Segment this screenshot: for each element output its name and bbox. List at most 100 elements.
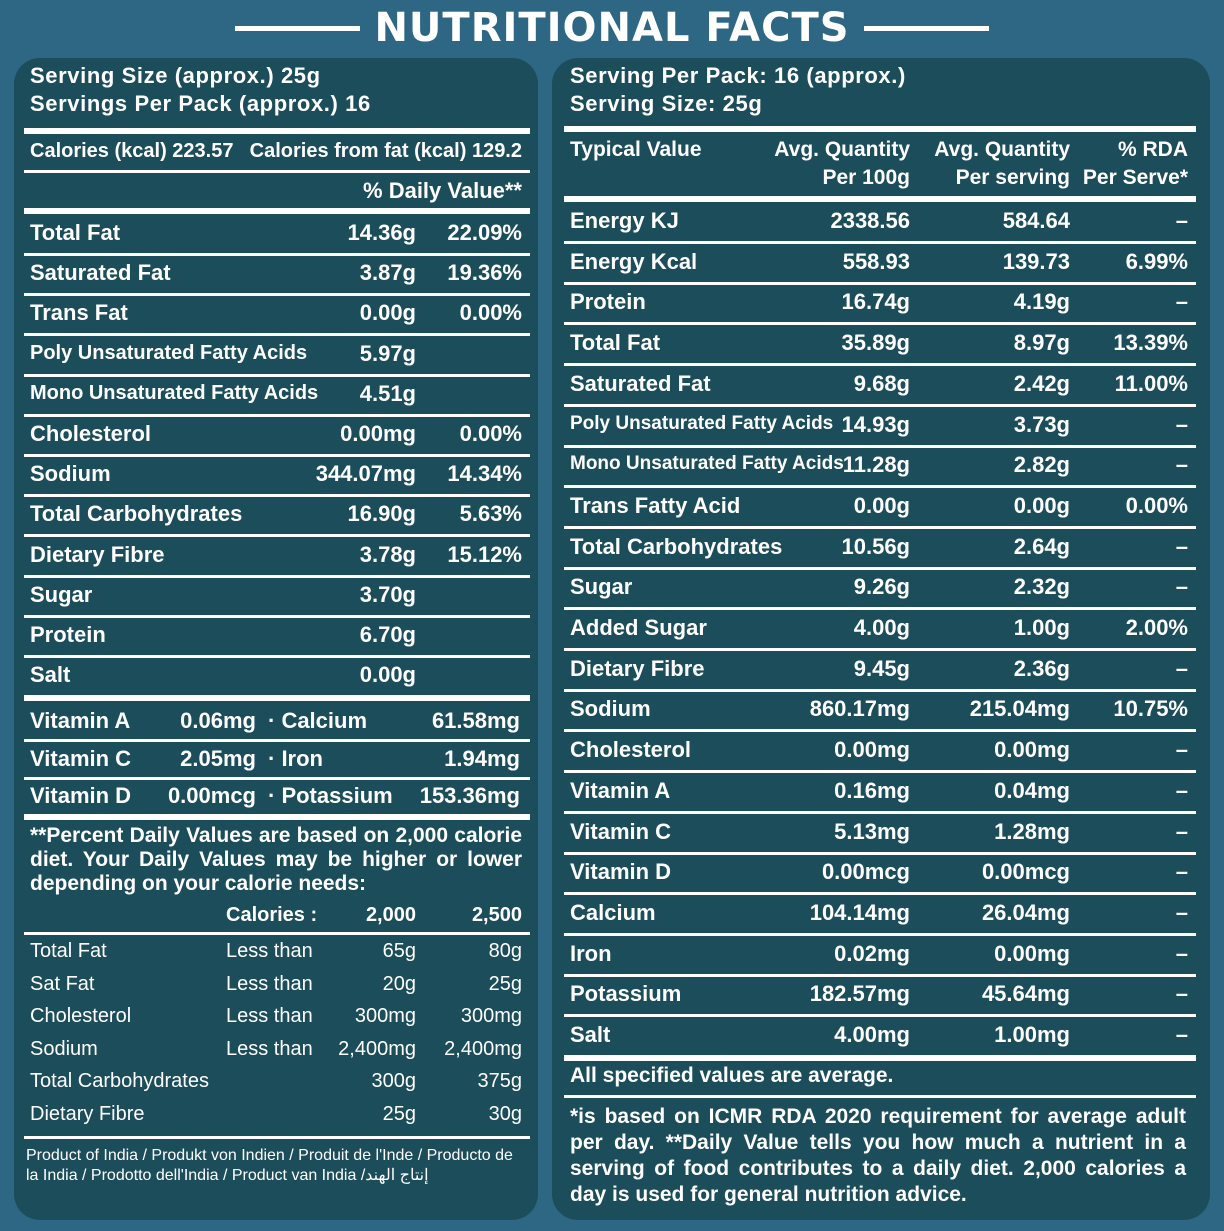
- nutrient-row: Salt 0.00g: [14, 658, 538, 694]
- nutrient-name: Protein: [30, 622, 106, 647]
- value-rda: –: [1175, 818, 1188, 844]
- nutrient-row: Energy KJ 2338.56 584.64 –: [552, 204, 1210, 240]
- nutrient-row: Dietary Fibre 3.78g 15.12%: [14, 538, 538, 574]
- value-per-serving: 2.64g: [1013, 533, 1070, 559]
- row-divider: [564, 281, 1196, 285]
- rda-note: *is based on ICMR RDA 2020 requirement f…: [570, 1105, 1186, 1206]
- nutrient-amount: 344.07mg: [315, 461, 416, 487]
- right-nutrition-panel: Serving Per Pack: 16 (approx.) Serving S…: [552, 58, 1210, 1220]
- ref-value-2000: 300g: [371, 1070, 417, 1093]
- vitamin-name: Vitamin D: [30, 783, 132, 808]
- nutrient-amount: 3.70g: [359, 581, 416, 607]
- servings-per-pack-label: Servings Per Pack (approx.): [30, 91, 339, 116]
- ref-row: Dietary Fibre 25g 30g: [14, 1099, 538, 1131]
- value-rda: –: [1175, 940, 1188, 966]
- vitamin-amount: 0.00mcg: [167, 783, 256, 808]
- col-rda-line2: Per Serve*: [1082, 166, 1188, 189]
- nutrient-name: Saturated Fat: [570, 370, 711, 396]
- ref-row: Sat Fat Less than 20g 25g: [14, 969, 538, 1001]
- ref-header-row: Calories : 2,000 2,500: [14, 900, 538, 936]
- nutrient-name: Potassium: [570, 981, 682, 1007]
- value-per-100g: 104.14mg: [809, 899, 910, 925]
- nutrient-row: Protein 6.70g: [14, 618, 538, 654]
- value-per-100g: 5.13mg: [834, 818, 910, 844]
- value-per-100g: 11.28g: [842, 452, 910, 478]
- value-rda: 0.00%: [1125, 492, 1188, 518]
- ref-nutrient: Sat Fat: [30, 972, 95, 995]
- nutrient-row: Vitamin A 0.16mg 0.04mg –: [552, 774, 1210, 810]
- value-per-serving: 2.36g: [1013, 655, 1070, 681]
- ref-value-2500: 80g: [488, 940, 522, 962]
- divider-thick: [24, 208, 530, 214]
- page-title: NUTRITIONAL FACTS: [374, 5, 850, 51]
- nutrient-daily-value: 0.00%: [459, 300, 522, 326]
- ref-value-2500: 25g: [488, 972, 522, 995]
- ref-value-2000: 2,400mg: [338, 1037, 416, 1060]
- value-per-100g: 16.74g: [841, 289, 911, 315]
- nutrient-name: Cholesterol: [570, 737, 692, 763]
- nutrient-row: Total Carbohydrates 10.56g 2.64g –: [552, 530, 1210, 566]
- value-per-serving: 26.04mg: [981, 899, 1070, 925]
- value-per-100g: 10.56g: [841, 533, 911, 559]
- ref-row: Sodium Less than 2,400mg 2,400mg: [14, 1034, 538, 1066]
- mineral-amount: 153.36mg: [419, 783, 520, 808]
- value-per-serving: 1.00g: [1013, 615, 1070, 640]
- ref-value-2000: 300mg: [354, 1005, 416, 1028]
- mineral-name: · Calcium: [268, 708, 368, 733]
- nutrient-amount: 4.51g: [359, 380, 416, 406]
- vitamin-amount: 2.05mg: [180, 745, 256, 771]
- value-per-100g: 0.16mg: [834, 777, 910, 803]
- divider-thick: [564, 126, 1196, 132]
- divider-thick: [564, 196, 1196, 202]
- nutrient-amount: 0.00g: [359, 662, 416, 688]
- value-per-100g: 860.17mg: [809, 696, 910, 722]
- nutrient-name: Vitamin C: [570, 818, 672, 844]
- row-divider: [564, 810, 1196, 814]
- value-per-serving: 1.28mg: [994, 818, 1070, 844]
- value-per-serving: 45.64mg: [981, 981, 1070, 1007]
- nutrient-name: Mono Unsaturated Fatty Acids: [570, 453, 844, 475]
- ref-value-2000: 20g: [382, 972, 416, 995]
- value-per-serving: 2.42g: [1013, 370, 1070, 396]
- value-rda: –: [1175, 899, 1188, 925]
- nutrient-amount: 6.70g: [359, 622, 416, 647]
- value-per-serving: 0.00mg: [994, 737, 1070, 763]
- nutrient-row: Saturated Fat 9.68g 2.42g 11.00%: [552, 367, 1210, 403]
- nutrient-name: Energy KJ: [570, 208, 679, 233]
- value-rda: –: [1175, 574, 1188, 600]
- nutrient-row: Saturated Fat 3.87g 19.36%: [14, 256, 538, 292]
- vitamin-row: Vitamin C 2.05mg · Iron 1.94mg: [14, 742, 538, 778]
- nutrient-daily-value: 22.09%: [447, 220, 522, 245]
- col-rda-line1: % RDA: [1117, 138, 1188, 161]
- daily-value-note: **Percent Daily Values are based on 2,00…: [30, 824, 522, 895]
- divider: [564, 1095, 1196, 1098]
- row-divider: [24, 534, 530, 538]
- servings-per-pack: Servings Per Pack (approx.) 16: [30, 90, 371, 118]
- value-per-serving: 3.73g: [1013, 411, 1070, 437]
- row-divider: [564, 1055, 1196, 1061]
- ref-nutrient: Cholesterol: [30, 1005, 132, 1028]
- value-per-100g: 4.00mg: [834, 1022, 910, 1047]
- value-per-100g: 0.00mcg: [821, 859, 910, 885]
- row-divider: [564, 485, 1196, 489]
- nutrient-amount: 5.97g: [359, 340, 416, 366]
- calories: Calories (kcal) 223.57: [30, 140, 234, 162]
- ref-row: Total Fat Less than 65g 80g: [14, 936, 538, 968]
- nutrient-row: Calcium 104.14mg 26.04mg –: [552, 896, 1210, 932]
- nutrient-name: Cholesterol: [30, 421, 152, 446]
- row-divider: [564, 973, 1196, 977]
- nutrient-name: Protein: [570, 289, 646, 315]
- ref-qualifier: Less than: [226, 940, 313, 962]
- daily-value-header: % Daily Value**: [363, 178, 522, 203]
- nutrient-name: Sodium: [30, 461, 111, 487]
- nutrient-row: Sodium 344.07mg 14.34%: [14, 457, 538, 493]
- ref-value-2500: 2,400mg: [444, 1037, 522, 1060]
- col-perserving-line2: Per serving: [955, 166, 1070, 189]
- value-rda: 2.00%: [1125, 615, 1188, 640]
- nutrient-name: Dietary Fibre: [30, 541, 165, 567]
- ref-calories-2500: 2,500: [471, 904, 522, 926]
- value-per-serving: 0.00mg: [994, 940, 1070, 966]
- col-perserving-line1: Avg. Quantity: [934, 138, 1070, 161]
- value-per-100g: 9.68g: [853, 370, 910, 396]
- nutrient-row: Vitamin C 5.13mg 1.28mg –: [552, 815, 1210, 851]
